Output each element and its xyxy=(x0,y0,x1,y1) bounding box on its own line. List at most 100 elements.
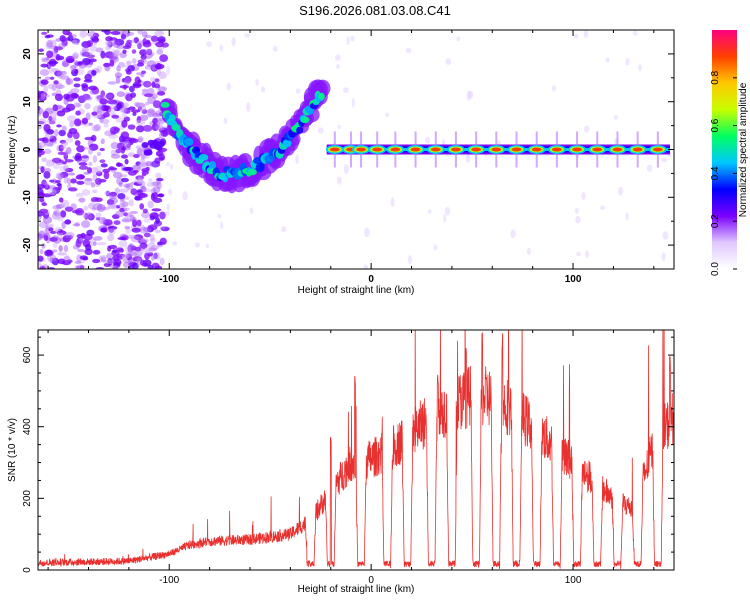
noise-speckle xyxy=(139,203,145,210)
noise-speckle xyxy=(63,164,69,172)
noise-speckle xyxy=(100,118,110,125)
noise-speckle xyxy=(155,124,165,131)
noise-speckle xyxy=(153,252,158,260)
noise-speckle xyxy=(51,235,59,242)
background-speckle xyxy=(246,102,251,112)
noise-speckle xyxy=(100,50,106,59)
snr-y-tick-label: 400 xyxy=(22,418,33,435)
noise-speckle xyxy=(59,75,70,80)
snr-x-tick-label: -100 xyxy=(159,575,179,586)
background-speckle xyxy=(205,243,210,249)
noise-speckle xyxy=(141,211,151,219)
noise-speckle xyxy=(126,144,131,149)
noise-speckle xyxy=(106,40,116,47)
noise-speckle xyxy=(121,105,128,114)
noise-speckle xyxy=(136,189,144,193)
colorbar-strip xyxy=(712,30,737,269)
noise-speckle xyxy=(142,208,148,214)
noise-speckle xyxy=(99,159,106,164)
noise-speckle xyxy=(40,79,49,85)
noise-speckle xyxy=(86,167,92,174)
noise-speckle xyxy=(136,148,143,157)
tone-bright-blob-core xyxy=(612,147,623,152)
noise-speckle xyxy=(125,183,134,191)
noise-speckle xyxy=(151,93,158,99)
noise-speckle xyxy=(142,41,152,48)
noise-speckle xyxy=(58,197,64,203)
noise-speckle xyxy=(122,49,127,54)
noise-speckle xyxy=(95,47,104,53)
noise-speckle xyxy=(58,144,64,152)
noise-speckle xyxy=(39,248,44,255)
noise-speckle xyxy=(120,33,127,40)
noise-speckle xyxy=(109,126,120,134)
noise-speckle xyxy=(132,164,142,172)
noise-speckle xyxy=(125,234,136,239)
noise-speckle xyxy=(110,149,117,156)
background-speckle xyxy=(427,209,432,214)
noise-speckle xyxy=(109,191,117,197)
tone-curve-blob xyxy=(198,154,209,161)
noise-speckle xyxy=(84,248,93,256)
noise-speckle xyxy=(156,68,162,76)
noise-speckle xyxy=(143,232,151,238)
noise-speckle xyxy=(123,183,131,188)
noise-speckle xyxy=(152,186,161,194)
noise-speckle xyxy=(108,193,117,200)
noise-speckle xyxy=(96,204,106,212)
spectrogram-y-tick-label: 20 xyxy=(22,48,33,60)
noise-speckle xyxy=(133,234,144,241)
noise-speckle xyxy=(43,123,51,132)
spectrogram-x-tick-label: 0 xyxy=(368,274,374,285)
background-speckle xyxy=(405,47,412,54)
noise-speckle xyxy=(114,49,121,57)
noise-speckle xyxy=(116,205,121,209)
noise-speckle xyxy=(128,85,135,93)
background-speckle xyxy=(638,64,642,72)
noise-speckle xyxy=(118,239,128,248)
noise-speckle xyxy=(105,92,115,100)
noise-speckle xyxy=(100,163,108,168)
noise-speckle xyxy=(151,181,159,186)
noise-speckle xyxy=(119,85,130,89)
noise-speckle xyxy=(110,57,118,61)
noise-speckle xyxy=(57,173,63,181)
colorbar-tick-label: 0.6 xyxy=(710,118,721,132)
noise-speckle xyxy=(60,70,67,76)
background-speckle xyxy=(646,164,653,172)
noise-speckle xyxy=(128,137,137,143)
snr-frame xyxy=(37,329,675,571)
noise-speckle xyxy=(43,142,53,147)
noise-speckle xyxy=(119,107,127,113)
noise-speckle xyxy=(150,35,159,43)
background-speckle xyxy=(444,206,451,216)
colorbar-tick-label: 0.0 xyxy=(710,262,721,276)
noise-speckle xyxy=(49,192,57,197)
noise-speckle xyxy=(62,234,71,243)
noise-speckle xyxy=(121,112,127,118)
background-speckle xyxy=(443,214,447,223)
noise-speckle xyxy=(127,65,135,72)
noise-speckle xyxy=(55,53,61,61)
noise-speckle xyxy=(41,243,46,249)
noise-speckle xyxy=(38,141,47,148)
noise-speckle xyxy=(42,216,53,224)
background-speckle xyxy=(468,90,474,99)
noise-speckle xyxy=(107,55,118,60)
noise-speckle xyxy=(84,212,89,220)
noise-speckle xyxy=(140,154,145,160)
background-speckle xyxy=(613,114,618,120)
noise-speckle xyxy=(139,259,146,266)
noise-speckle xyxy=(41,58,50,63)
noise-speckle xyxy=(123,140,131,149)
noise-speckle xyxy=(160,131,168,137)
background-speckle xyxy=(165,211,170,217)
spectrogram-y-axis-title: Frequency (Hz) xyxy=(7,116,18,185)
noise-speckle xyxy=(61,141,69,147)
noise-speckle xyxy=(161,42,170,48)
noise-speckle xyxy=(74,155,83,162)
noise-speckle xyxy=(116,102,123,110)
noise-speckle xyxy=(38,221,48,229)
background-speckle xyxy=(583,30,589,38)
noise-speckle xyxy=(47,188,57,196)
